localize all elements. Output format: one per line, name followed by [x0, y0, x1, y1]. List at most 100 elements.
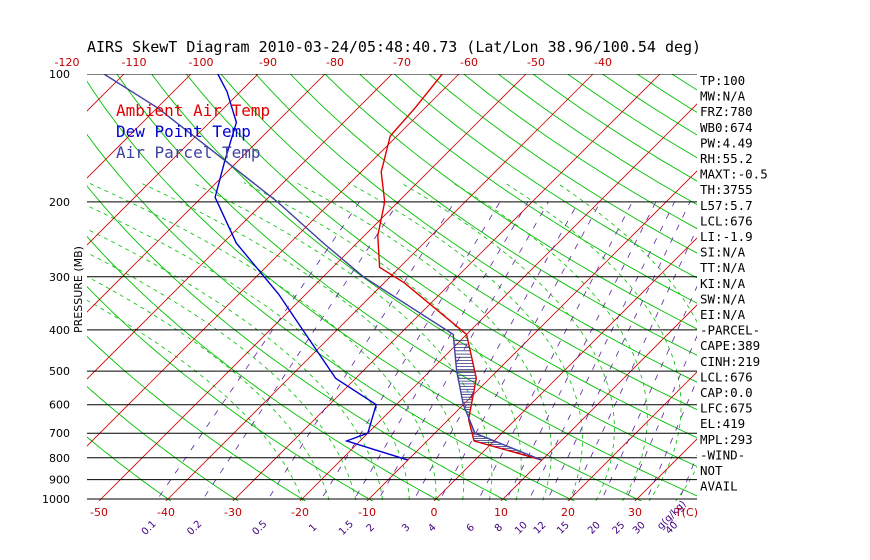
mixing-ratio-line [438, 201, 601, 501]
top-temp-tick-label: -80 [326, 56, 344, 69]
pressure-tick-label: 500 [49, 365, 70, 378]
mixing-ratio-line [352, 201, 529, 501]
index-entry: SI:N/A [700, 245, 746, 260]
moist-adiabat [347, 182, 583, 501]
bottom-temperature-axis: -50 -40 -30 -20 -10 0 10 20 30 [90, 506, 642, 519]
mixing-ratio-line [569, 227, 697, 501]
isotherm [87, 74, 259, 246]
isotherm [87, 74, 192, 179]
dry-adiabat [87, 386, 239, 501]
index-entry: -PARCEL- [700, 323, 760, 338]
dry-adiabat [220, 74, 697, 411]
mixing-ratio-tick-label: 1 [307, 522, 319, 534]
top-temp-tick-label: -90 [259, 56, 277, 69]
index-entry: FRZ:780 [700, 104, 753, 119]
mixing-ratio-tick-label: 12 [532, 520, 549, 537]
dry-adiabat [87, 285, 374, 501]
isotherm [98, 74, 527, 501]
pressure-tick-label: 800 [49, 452, 70, 465]
moist-adiabat [504, 182, 682, 501]
pressure-axis: 100 200 300 400 500 600 700 800 900 1000 [42, 68, 70, 506]
index-entry: AVAIL [700, 479, 738, 494]
y-axis-title: PRESSURE (MB) [72, 246, 85, 333]
bottom-temp-tick-label: 0 [431, 506, 438, 519]
index-entry: WB0:674 [700, 120, 753, 135]
isotherms [87, 55, 870, 508]
mixing-ratio-axis: 0.1 0.2 0.5 1 1.5 2 3 4 6 8 10 12 15 20 25 30 40 [140, 519, 681, 538]
index-entry: MAXT:-0.5 [700, 167, 768, 182]
index-entry: CINH:219 [700, 354, 760, 369]
series-line-air-parcel-temp [103, 74, 543, 461]
isotherm [232, 74, 661, 501]
index-entry: CAP:0.0 [700, 385, 753, 400]
dry-adiabat [358, 74, 697, 304]
index-entry: -WIND- [700, 447, 745, 462]
moist-adiabat [191, 182, 493, 501]
mixing-ratio-tick-label: 0.5 [250, 519, 269, 538]
isotherm [87, 74, 326, 313]
isotherm [500, 304, 697, 501]
moist-adiabat [139, 182, 464, 501]
index-entry: LFC:675 [700, 401, 753, 416]
dry-adiabat [324, 74, 697, 330]
dry-adiabat [87, 335, 307, 501]
moist-adiabat [243, 182, 522, 501]
mixing-ratio-tick-label: 15 [555, 520, 572, 537]
bottom-temp-tick-label: 10 [494, 506, 508, 519]
isotherm [567, 371, 697, 501]
series-line-ambient-air-temp [377, 74, 543, 461]
dry-adiabat [777, 55, 870, 508]
index-entry: RH:55.2 [700, 151, 753, 166]
mixing-ratio-line [546, 201, 691, 501]
mixing-ratio-line [505, 201, 657, 501]
index-entry: EL:419 [700, 416, 745, 431]
index-entry: LI:-1.9 [700, 229, 753, 244]
moist-adiabat [399, 182, 615, 501]
bottom-temp-tick-label: -40 [157, 506, 175, 519]
dry-adiabat [87, 235, 441, 501]
dry-adiabat [185, 74, 697, 439]
dry-adiabat [151, 74, 697, 467]
mixing-ratio-line [527, 201, 675, 501]
isotherm [87, 74, 460, 447]
mixing-ratio-tick-label: 25 [611, 520, 628, 537]
mixing-ratio-tick-label: 6 [465, 522, 477, 534]
pressure-tick-label: 200 [49, 196, 70, 209]
chart-title: AIRS SkewT Diagram 2010-03-24/05:48:40.7… [87, 38, 701, 56]
isotherm [165, 74, 594, 501]
index-entry: L57:5.7 [700, 198, 753, 213]
legend-entry: Dew Point Temp [116, 122, 251, 141]
pressure-tick-label: 400 [49, 324, 70, 337]
index-entry: LCL:676 [700, 369, 753, 384]
index-entry: MPL:293 [700, 432, 753, 447]
isotherm [762, 55, 870, 508]
mixing-ratio-line [477, 201, 633, 501]
index-entry: CAPE:389 [700, 338, 760, 353]
mixing-ratio-line [155, 201, 360, 501]
index-entry: NOT [700, 463, 723, 478]
series-layer [103, 74, 543, 461]
dry-adiabat [289, 74, 697, 356]
bottom-temp-tick-label: -30 [224, 506, 242, 519]
mixing-ratio-tick-label: 8 [493, 522, 505, 534]
isobars [87, 74, 697, 500]
moist-adiabat [556, 182, 697, 501]
top-temp-tick-label: -60 [460, 56, 478, 69]
pressure-tick-label: 1000 [42, 493, 70, 506]
mixing-ratio-line [319, 201, 501, 501]
index-entry: TP:100 [700, 73, 745, 88]
dry-adiabat [428, 74, 697, 254]
dry-adiabat [87, 133, 576, 501]
bottom-temp-tick-label: -20 [291, 506, 309, 519]
top-temp-tick-label: -50 [527, 56, 545, 69]
top-temp-tick-label: -100 [189, 56, 214, 69]
moist-adiabats [87, 182, 697, 501]
bottom-temp-tick-label: -10 [358, 506, 376, 519]
moist-adiabat [451, 182, 648, 501]
mixing-ratio-tick-label: 10 [513, 520, 530, 537]
mixing-ratio-tick-label: 0.2 [185, 519, 204, 538]
mixing-ratio-line [266, 201, 455, 501]
pressure-tick-label: 600 [49, 399, 70, 412]
moist-adiabat [87, 228, 384, 501]
index-entry: SW:N/A [700, 291, 746, 306]
